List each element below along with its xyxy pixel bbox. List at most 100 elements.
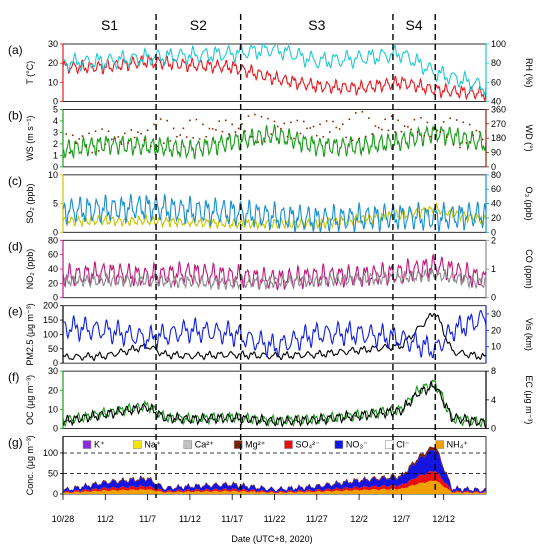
right-tick-label: 60 (491, 77, 501, 87)
scatter-point-WD (436, 129, 438, 132)
scatter-point-WD (127, 142, 129, 144)
scatter-point-WD (130, 129, 133, 131)
left-tick-label: 0 (53, 489, 58, 499)
scatter-point-WD (140, 132, 142, 135)
scatter-point-WD (65, 133, 68, 135)
left-tick-label: 0 (53, 358, 58, 368)
scatter-point-WD (442, 121, 445, 123)
left-tick-label: 20 (48, 278, 58, 288)
scatter-point-WD (107, 130, 110, 133)
scatter-point-WD (316, 134, 318, 137)
left-tick-label: 4 (53, 116, 58, 126)
plot-area (63, 379, 486, 429)
stack-area-NH4 (63, 480, 486, 494)
scatter-point-WD (364, 135, 367, 138)
left-tick-label: 0 (53, 96, 58, 106)
scatter-point-WD (231, 123, 233, 126)
scatter-point-WD (137, 131, 139, 133)
scatter-point-WD (111, 138, 113, 141)
x-tick-label: 12/2 (350, 514, 368, 524)
right-tick-label: 40 (491, 96, 501, 106)
right-tick-label: 100 (491, 39, 506, 49)
right-tick-label: 20 (491, 325, 501, 335)
scatter-point-WD (215, 129, 217, 131)
segment-dividers (155, 14, 436, 498)
scatter-point-WD (306, 127, 308, 130)
right-tick-label: 80 (491, 170, 501, 180)
scatter-point-WD (387, 129, 390, 132)
legend-swatch (334, 440, 344, 449)
scatter-point-WD (185, 136, 188, 138)
scatter-point-WD (273, 120, 276, 123)
legend-swatch (385, 440, 394, 449)
legend-label: NH₄⁺ (447, 440, 469, 450)
plot-area (63, 310, 486, 362)
left-tick-label: 30 (48, 366, 58, 376)
scatter-point-WD (101, 128, 103, 130)
left-tick-label: 1 (53, 150, 58, 160)
left-tick-label: 30 (48, 39, 58, 49)
series-line-EC (63, 380, 486, 429)
left-tick-label: 60 (48, 250, 58, 260)
scatter-point-WD (176, 135, 178, 138)
left-tick-label: 0 (53, 162, 58, 172)
scatter-point-WD (166, 119, 168, 122)
right-tick-label: 40 (491, 199, 501, 209)
panel-tag: (f) (8, 370, 19, 384)
scatter-point-WD (481, 138, 484, 141)
scatter-point-WD (81, 135, 84, 137)
scatter-point-WD (468, 123, 471, 126)
scatter-point-WD (478, 130, 481, 133)
scatter-point-WD (280, 127, 282, 130)
legend-label: Cl⁻ (396, 440, 409, 450)
plot-area (63, 254, 486, 291)
scatter-point-WD (163, 142, 165, 145)
left-tick-label: 2 (53, 139, 58, 149)
right-tick-label: 4 (491, 395, 496, 405)
right-tick-label: 0 (491, 424, 496, 434)
series-line-Vis (63, 310, 486, 359)
scatter-point-WD (97, 150, 100, 152)
plot-area (63, 110, 486, 160)
x-tick-label: 11/27 (306, 514, 328, 524)
scatter-point-WD (234, 131, 237, 133)
left-axis-label: NO₂ (ppb) (25, 249, 35, 290)
panel-frame (62, 109, 487, 168)
right-axis-label: WD (°) (524, 125, 534, 152)
scatter-point-WD (433, 127, 435, 129)
scatter-point-WD (260, 115, 263, 118)
scatter-point-WD (371, 133, 373, 135)
right-tick-label: 180 (491, 133, 506, 143)
scatter-point-WD (381, 128, 383, 131)
panel-tag: (d) (8, 239, 23, 253)
left-tick-label: 10 (48, 170, 58, 180)
left-tick-label: 100 (43, 329, 58, 339)
scatter-point-WD (348, 118, 351, 121)
x-axis-label: Date (UTC+8, 2020) (231, 534, 312, 544)
scatter-point-WD (270, 133, 273, 135)
left-tick-label: 20 (48, 58, 58, 68)
scatter-point-WD (143, 139, 146, 141)
scatter-point-WD (429, 135, 432, 138)
scatter-point-WD (394, 131, 396, 133)
scatter-point-WD (146, 129, 149, 132)
scatter-point-WD (208, 127, 211, 130)
x-tick-label: 11/7 (139, 514, 156, 524)
scatter-point-WD (296, 119, 299, 122)
scatter-point-WD (257, 141, 260, 143)
scatter-point-WD (250, 135, 253, 138)
left-tick-label: 150 (43, 315, 58, 325)
left-tick-label: 100 (43, 448, 58, 458)
left-axis-label: Conc. (μg m⁻³) (25, 435, 35, 495)
scatter-point-WD (221, 130, 224, 133)
scatter-point-WD (133, 136, 136, 139)
series-line-OC (63, 379, 486, 428)
right-tick-label: 8 (491, 366, 496, 376)
series-line-T (63, 54, 486, 102)
left-axis-label: OC (μg m⁻³) (25, 375, 35, 425)
scatter-point-WD (293, 137, 295, 140)
scatter-point-WD (202, 123, 204, 126)
scatter-point-WD (325, 120, 328, 122)
scatter-point-WD (91, 151, 94, 154)
